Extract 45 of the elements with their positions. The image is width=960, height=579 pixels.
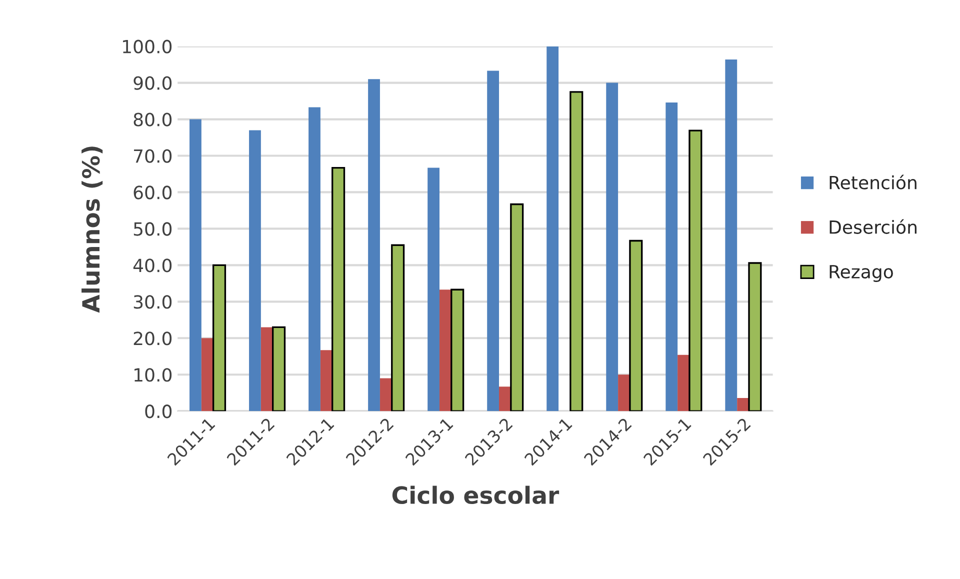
legend-label: Rezago xyxy=(830,265,893,282)
y-tick-label: 0.0 xyxy=(145,404,172,418)
bar xyxy=(201,338,214,412)
bar xyxy=(618,374,630,412)
bar xyxy=(260,327,273,412)
bar xyxy=(546,46,559,412)
bar xyxy=(737,398,749,412)
bar xyxy=(487,70,500,412)
bar xyxy=(725,59,738,412)
y-tick-label: 10.0 xyxy=(134,368,172,382)
bar xyxy=(678,354,690,412)
y-tick-label: 70.0 xyxy=(134,149,172,163)
y-axis-title: Alumnos (%) xyxy=(82,146,103,313)
bar xyxy=(391,244,405,412)
bar xyxy=(190,119,202,412)
y-tick-label: 40.0 xyxy=(133,258,172,272)
bar xyxy=(272,326,286,412)
bar xyxy=(629,240,643,412)
bar xyxy=(308,107,320,412)
bar xyxy=(510,203,524,412)
bar xyxy=(428,168,440,412)
y-tick-label: 90.0 xyxy=(134,76,172,90)
bar xyxy=(320,350,332,412)
legend-label: Deserción xyxy=(830,219,916,234)
legend-label: Retención xyxy=(830,174,916,190)
bar xyxy=(249,130,261,412)
y-tick-label: 20.0 xyxy=(134,332,172,346)
bar xyxy=(332,166,346,412)
y-tick-label: 100.0 xyxy=(123,40,172,54)
bar xyxy=(368,79,380,412)
bar xyxy=(212,264,226,412)
bar xyxy=(570,91,584,412)
y-tick-label: 80.0 xyxy=(134,112,172,126)
bar xyxy=(380,378,392,412)
bar xyxy=(748,262,762,412)
bar xyxy=(666,102,678,412)
bar xyxy=(688,130,702,412)
bar xyxy=(439,290,452,412)
y-tick-label: 50.0 xyxy=(134,222,172,236)
x-axis-title: Ciclo escolar xyxy=(392,486,560,504)
bar xyxy=(450,288,464,412)
y-tick-label: 30.0 xyxy=(134,295,172,309)
bar xyxy=(499,386,511,412)
bar xyxy=(606,82,618,412)
y-tick-label: 60.0 xyxy=(134,186,172,200)
